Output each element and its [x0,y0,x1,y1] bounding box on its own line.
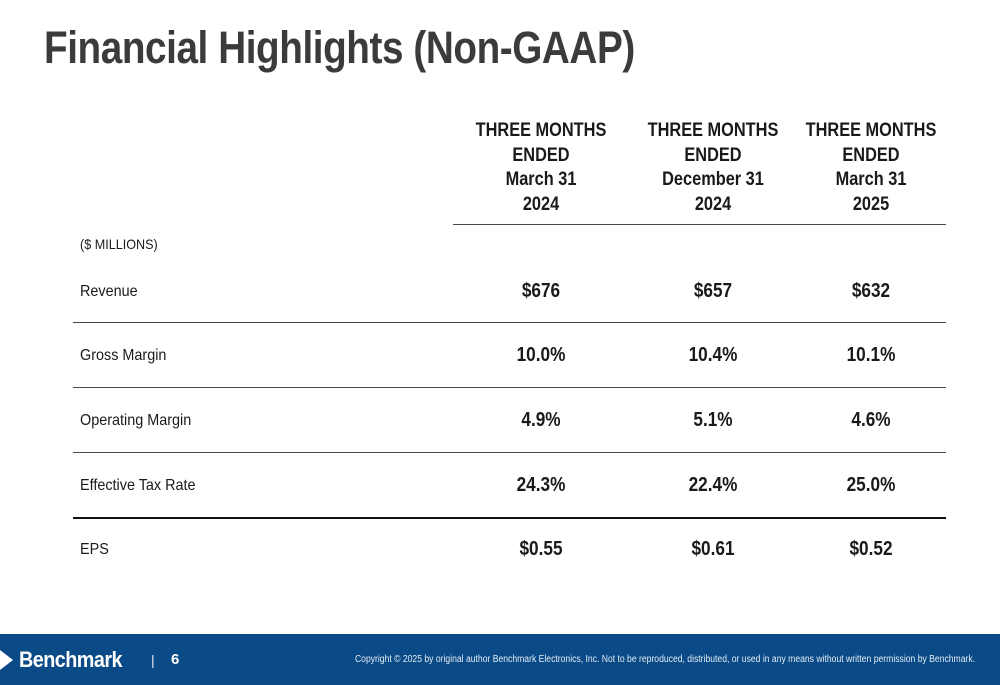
benchmark-arrow-icon [0,650,13,670]
column-header-line: March 31 [835,169,907,190]
cell-eps-q1-2024: $0.55 [519,538,563,560]
cell-revenue-q1-2024: $676 [521,280,561,302]
row-divider [73,517,946,519]
column-header-line: 2024 [694,193,732,215]
column-header-line: ENDED [684,144,742,166]
units-label: ($ MILLIONS) [80,236,158,252]
cell-gross-margin-q1-2024: 10.0% [516,344,566,366]
column-header-line: March 31 [505,169,577,190]
benchmark-logo: Benchmark [19,647,123,672]
column-header-line: THREE MONTHS [475,120,607,141]
cell-effective-tax-rate-q1-2024: 24.3% [516,474,566,496]
column-header-line: 2024 [522,193,560,215]
column-header-q4-2024: THREE MONTHS ENDED December 31 2024 [644,119,782,217]
copyright-notice: Copyright © 2025 by original author Benc… [354,654,975,665]
column-header-line: ENDED [842,144,900,166]
column-header-line: THREE MONTHS [647,120,779,141]
cell-effective-tax-rate-q1-2025: 25.0% [846,474,896,496]
row-divider [73,322,946,323]
row-label-eps: EPS [80,541,109,558]
cell-effective-tax-rate-q4-2024: 22.4% [688,474,738,496]
cell-gross-margin-q1-2025: 10.1% [846,344,896,366]
cell-operating-margin-q4-2024: 5.1% [693,409,733,431]
column-header-q1-2024: THREE MONTHS ENDED March 31 2024 [472,119,610,217]
header-divider [453,224,946,225]
cell-operating-margin-q1-2025: 4.6% [851,409,891,431]
cell-revenue-q1-2025: $632 [851,280,891,302]
row-label-operating-margin: Operating Margin [80,412,192,429]
row-label-revenue: Revenue [80,283,138,300]
footer-separator: | [151,652,155,668]
row-label-effective-tax-rate: Effective Tax Rate [80,477,196,494]
cell-revenue-q4-2024: $657 [693,280,733,302]
row-label-gross-margin: Gross Margin [80,347,167,364]
footer-bar: Benchmark | 6 Copyright © 2025 by origin… [0,634,1000,685]
cell-eps-q1-2025: $0.52 [849,538,893,560]
column-header-line: THREE MONTHS [805,120,937,141]
cell-operating-margin-q1-2024: 4.9% [521,409,561,431]
column-header-line: December 31 [662,169,764,190]
page-number: 6 [171,651,180,668]
cell-eps-q4-2024: $0.61 [691,538,735,560]
column-header-q1-2025: THREE MONTHS ENDED March 31 2025 [802,119,940,217]
page-title: Financial Highlights (Non-GAAP) [44,22,635,73]
cell-gross-margin-q4-2024: 10.4% [688,344,738,366]
row-divider [73,452,946,453]
row-divider [73,387,946,388]
column-header-line: 2025 [852,193,890,215]
column-header-line: ENDED [512,144,570,166]
